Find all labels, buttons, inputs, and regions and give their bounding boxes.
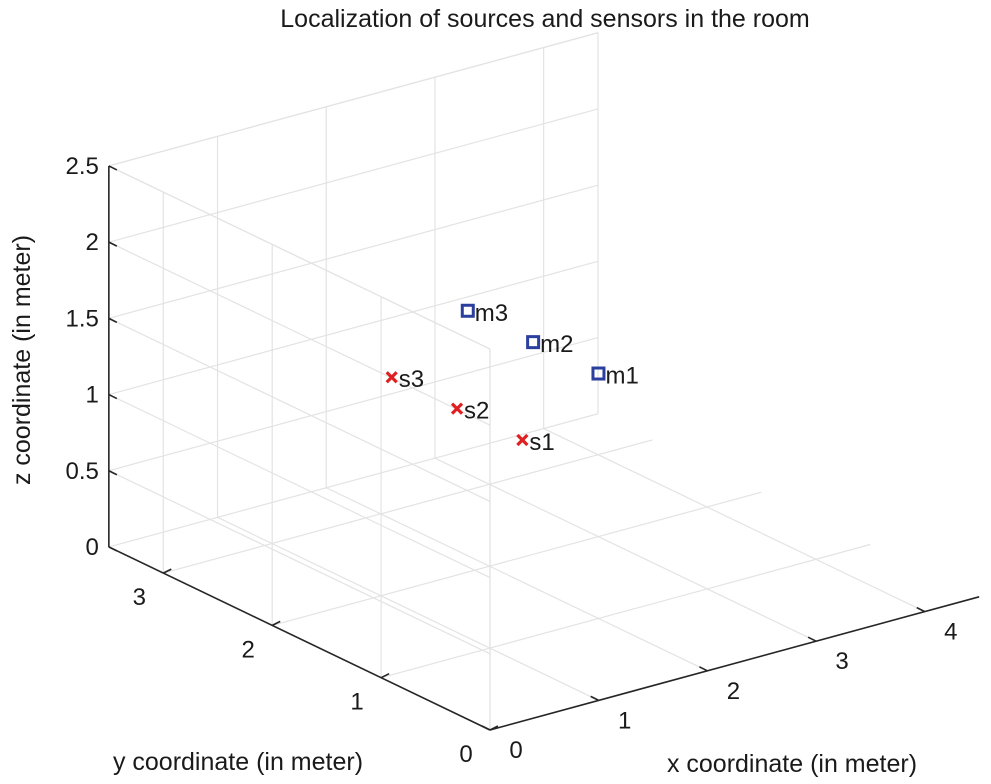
y-tick-label: 1: [350, 689, 363, 716]
point-label: s3: [399, 366, 424, 393]
grid-edge: [108, 165, 491, 350]
point-label: s1: [529, 429, 554, 456]
y-tick-label: 2: [242, 636, 255, 663]
x-tick-label: 1: [618, 707, 631, 734]
grid-line: [380, 543, 871, 679]
x-tick-mark: [590, 695, 600, 702]
x-tick-mark: [916, 606, 926, 613]
axes: [108, 165, 980, 731]
y-tick-mark: [271, 620, 281, 627]
grid-line: [108, 336, 599, 472]
z-tick-mark: [108, 546, 118, 552]
z-tick-mark: [108, 393, 118, 400]
z-axis-label: z coordinate (in meter): [8, 235, 36, 485]
grid-line: [108, 184, 599, 319]
x-tick-mark: [481, 725, 491, 731]
grid-line: [108, 241, 491, 426]
x-tick-label: 3: [835, 648, 848, 675]
z-tick-label: 0.5: [65, 458, 98, 485]
grid-line: [108, 470, 491, 655]
sensor-marker: [526, 335, 541, 350]
tick-labels: 0 1 2 3 4 0 1 2 3 0 0.5 1 1.5 2 2.5: [65, 153, 957, 768]
y-tick-label: 3: [133, 584, 146, 611]
source-marker: [516, 433, 529, 447]
point-label: m2: [540, 331, 573, 358]
x-tick-mark: [699, 666, 708, 672]
grid-line: [108, 317, 491, 502]
point-label: m3: [475, 300, 508, 327]
x-tick-mark: [807, 636, 817, 642]
source-marker: [385, 371, 398, 384]
z-tick-mark: [108, 241, 118, 247]
sensor-marker: [591, 366, 606, 381]
y-tick-mark: [162, 568, 172, 574]
y-tick-mark: [380, 672, 390, 679]
z-tick-label: 0: [85, 534, 98, 561]
grid-line: [163, 439, 653, 574]
grid-lines: [108, 32, 980, 731]
y-axis-line: [108, 546, 491, 731]
grid-line: [325, 487, 708, 672]
grid-line: [217, 516, 599, 701]
grid-line: [108, 394, 491, 579]
z-tick-label: 1.5: [65, 305, 98, 332]
x-tick-label: 0: [509, 737, 522, 764]
x-axis-label: x coordinate (in meter): [667, 750, 917, 778]
source-marker: [450, 402, 464, 415]
x-axis-line: [489, 596, 980, 731]
z-tick-mark: [108, 165, 118, 171]
y-tick-label: 0: [459, 741, 472, 768]
sensor-marker: [460, 303, 475, 318]
z-tick-label: 2.5: [65, 153, 98, 180]
z-tick-label: 1: [85, 382, 98, 409]
data-points: m1 m2 m3 s1 s2 s3: [385, 300, 639, 456]
grid-line: [272, 491, 762, 626]
x-tick-label: 2: [727, 678, 740, 705]
chart-title: Localization of sources and sensors in t…: [280, 5, 809, 33]
z-tick-mark: [108, 317, 118, 324]
grid-line: [543, 428, 926, 613]
grid-line: [434, 457, 817, 642]
point-label: s2: [464, 398, 489, 425]
z-tick-label: 2: [85, 229, 98, 256]
z-tick-mark: [108, 470, 118, 476]
grid-edge: [108, 32, 599, 167]
grid-line: [108, 260, 599, 396]
y-axis-label: y coordinate (in meter): [113, 748, 363, 776]
grid-line: [108, 108, 599, 243]
x-tick-label: 4: [944, 619, 957, 646]
grid-line: [108, 413, 599, 548]
point-label: m1: [605, 363, 638, 390]
y-tick-mark: [489, 725, 499, 731]
